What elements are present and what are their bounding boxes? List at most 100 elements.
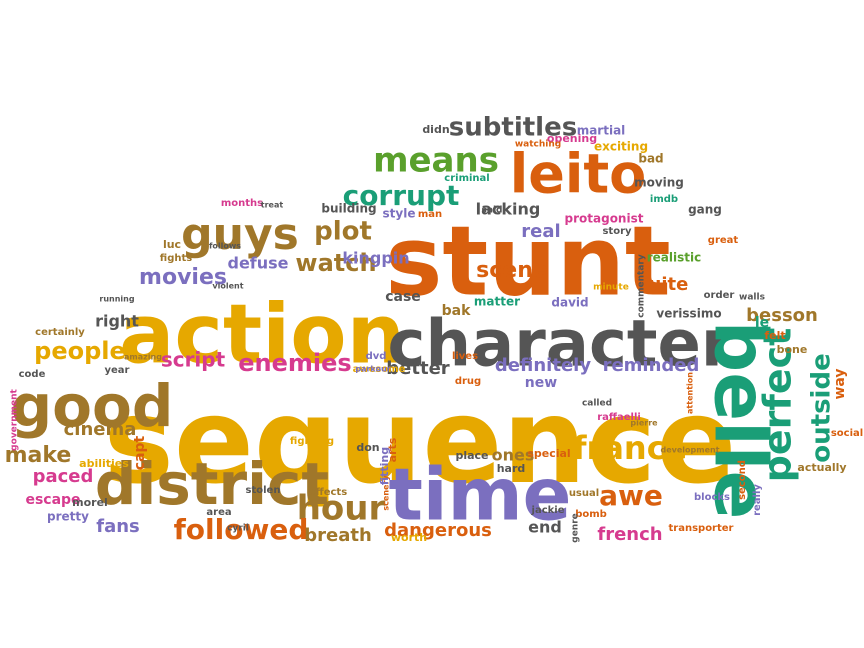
word-french: french	[597, 524, 662, 545]
word-scene: scene	[476, 258, 548, 283]
word-arts: arts	[386, 437, 399, 462]
word-great: great	[708, 235, 739, 246]
word-follows: follows	[209, 242, 241, 251]
word-perfect: perfect	[756, 328, 800, 483]
word-verissimo: verissimo	[656, 307, 721, 321]
word-hour: hour	[297, 489, 386, 529]
word-bomb: bomb	[575, 509, 607, 520]
word-morel: morel	[72, 496, 108, 509]
word-gang: gang	[688, 203, 722, 217]
word-abilities: abilities	[79, 457, 129, 470]
word-action: action	[119, 287, 405, 382]
word-belle: belle	[698, 321, 782, 520]
word-dangerous: dangerous	[384, 520, 492, 541]
word-style: style	[383, 207, 416, 221]
word-blocks: blocks	[694, 492, 730, 503]
word-months: months	[221, 198, 263, 209]
word-guys: guys	[181, 209, 299, 260]
word-minute: minute	[593, 283, 629, 293]
word-felt: felt	[764, 329, 785, 342]
word-transporter: transporter	[669, 523, 734, 534]
word-better: better	[386, 358, 450, 379]
word-followed: followed	[174, 513, 309, 546]
word-second: second	[737, 460, 748, 500]
word-france: france	[573, 429, 688, 467]
word-scenery: scenery	[382, 475, 391, 511]
word-awe: awe	[599, 479, 663, 512]
word-development: development	[660, 446, 719, 455]
word-bad: bad	[638, 152, 663, 166]
word-outside: outside	[807, 353, 837, 462]
word-plot: plot	[314, 217, 372, 247]
word-awesome: awesome	[353, 364, 406, 375]
word-story: story	[602, 226, 632, 237]
word-paced: paced	[33, 466, 94, 487]
word-raffaelli: raffaelli	[597, 412, 641, 423]
word-martial: martial	[577, 124, 626, 138]
word-bak: bak	[442, 303, 471, 319]
word-order: order	[704, 290, 735, 301]
word-drug: drug	[455, 376, 481, 387]
word-man: man	[418, 209, 442, 220]
word-place: place	[455, 449, 488, 462]
word-lacking: lacking	[476, 200, 541, 219]
word-enemies: enemies	[238, 349, 351, 377]
word-violent: violent	[212, 282, 243, 291]
word-don: don	[356, 441, 379, 454]
word-treat: treat	[261, 201, 284, 210]
word-good: good	[11, 372, 174, 440]
word-leito: leito	[510, 143, 647, 206]
word-protagonist: protagonist	[565, 212, 644, 226]
word-exciting: exciting	[594, 140, 648, 154]
word-stolen: stolen	[246, 485, 281, 496]
word-walls: walls	[739, 293, 765, 303]
word-people: people	[34, 337, 126, 365]
word-time: time	[389, 453, 572, 537]
word-definitely: definitely	[495, 355, 591, 376]
word-defuse: defuse	[227, 254, 288, 273]
word-called: called	[582, 399, 612, 409]
word-code: code	[19, 369, 46, 380]
word-criminal: criminal	[444, 173, 489, 184]
word-kingpin: kingpin	[342, 249, 409, 268]
word-besson: besson	[746, 305, 818, 326]
word-amazing: amazing	[124, 353, 162, 362]
word-cinema: cinema	[64, 419, 137, 440]
word-pretty: pretty	[47, 510, 89, 524]
word-really: really	[752, 484, 763, 516]
word-social: social	[831, 428, 863, 439]
word-opening: opening	[547, 132, 597, 145]
word-lives: lives	[452, 351, 478, 362]
word-reminded: reminded	[603, 355, 700, 376]
word-didn: didn	[422, 123, 449, 136]
word-genre: genre	[571, 513, 581, 543]
word-fans: fans	[96, 516, 140, 537]
word-david: david	[551, 296, 588, 310]
word-year: year	[105, 365, 130, 376]
word-pierre: pierre	[630, 419, 658, 428]
word-character: character	[388, 308, 733, 382]
word-luc: luc	[163, 238, 181, 251]
word-stunt: stunt	[385, 205, 671, 317]
word-way: way	[832, 368, 848, 399]
word-capt: capt	[132, 435, 148, 470]
word-said: said	[482, 206, 503, 216]
word-parkour: parkour	[355, 365, 390, 374]
word-attention: attention	[686, 372, 695, 414]
word-running: running	[99, 295, 134, 304]
word-fights: fights	[160, 253, 192, 264]
word-government: government	[10, 388, 20, 450]
word-sequence: sequence	[104, 372, 737, 510]
word-building: building	[321, 202, 376, 216]
word-imdb: imdb	[650, 194, 678, 205]
word-area: area	[206, 507, 231, 518]
word-commentary: commentary	[637, 254, 647, 318]
word-district: district	[95, 450, 329, 518]
word-hard: hard	[497, 462, 526, 475]
word-realistic: realistic	[647, 251, 702, 265]
word-new: new	[525, 375, 557, 391]
word-ones: ones	[492, 446, 535, 465]
word-jackie: jackie	[531, 505, 565, 516]
word-escape: escape	[25, 492, 80, 508]
